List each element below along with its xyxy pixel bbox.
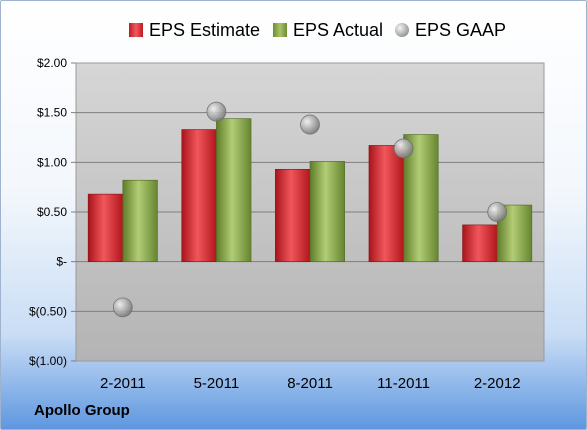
- y-tick-label: $0.50: [37, 205, 67, 219]
- legend-label-actual: EPS Actual: [293, 19, 384, 40]
- bar-eps-estimate: [368, 145, 404, 262]
- x-tick-label: 2-2012: [474, 375, 521, 392]
- bar-eps-actual: [216, 118, 252, 262]
- x-tick-label: 11-2011: [377, 375, 430, 392]
- point-eps-gaap: [112, 297, 133, 318]
- chart-legend: EPS Estimate EPS Actual EPS GAAP: [1, 17, 586, 43]
- legend-swatch-actual: [273, 23, 287, 37]
- y-tick-label: $1.00: [37, 155, 67, 169]
- y-tick-label: $1.50: [37, 106, 67, 120]
- y-axis-ticks: $2.00 $1.50 $1.00 $0.50 $- $(0.50) $(1.00): [29, 56, 76, 368]
- bar-eps-estimate: [181, 129, 217, 262]
- bar-eps-estimate: [462, 224, 498, 262]
- bar-eps-estimate: [87, 193, 124, 262]
- bar-eps-actual: [309, 161, 345, 262]
- bar-series: [87, 118, 533, 262]
- y-tick-label: $-: [56, 255, 67, 269]
- y-tick-label: $2.00: [37, 56, 67, 70]
- y-tick-label: $(0.50): [29, 304, 67, 318]
- x-tick-label: 8-2011: [287, 375, 333, 392]
- legend-label-gaap: EPS GAAP: [415, 19, 507, 40]
- point-eps-gaap: [487, 202, 508, 222]
- bar-eps-actual: [122, 179, 158, 262]
- point-eps-gaap: [300, 114, 320, 135]
- legend-label-estimate: EPS Estimate: [149, 19, 261, 40]
- legend-item-gaap: EPS GAAP: [395, 17, 506, 43]
- legend-swatch-estimate: [129, 23, 143, 37]
- company-name: Apollo Group: [34, 402, 130, 419]
- y-tick-label: $(1.00): [29, 354, 67, 368]
- x-tick-label: 2-2011: [100, 375, 146, 392]
- legend-swatch-gaap: [395, 23, 409, 37]
- gaap-points: [112, 101, 508, 318]
- x-tick-label: 5-2011: [194, 375, 240, 392]
- legend-item-actual: EPS Actual: [273, 17, 383, 43]
- bar-eps-estimate: [275, 168, 311, 262]
- legend-item-estimate: EPS Estimate: [129, 17, 260, 43]
- point-eps-gaap: [206, 101, 227, 122]
- x-axis-ticks: 2-2011 5-2011 8-2011 11-2011 2-2012: [100, 375, 521, 392]
- point-eps-gaap: [393, 138, 414, 159]
